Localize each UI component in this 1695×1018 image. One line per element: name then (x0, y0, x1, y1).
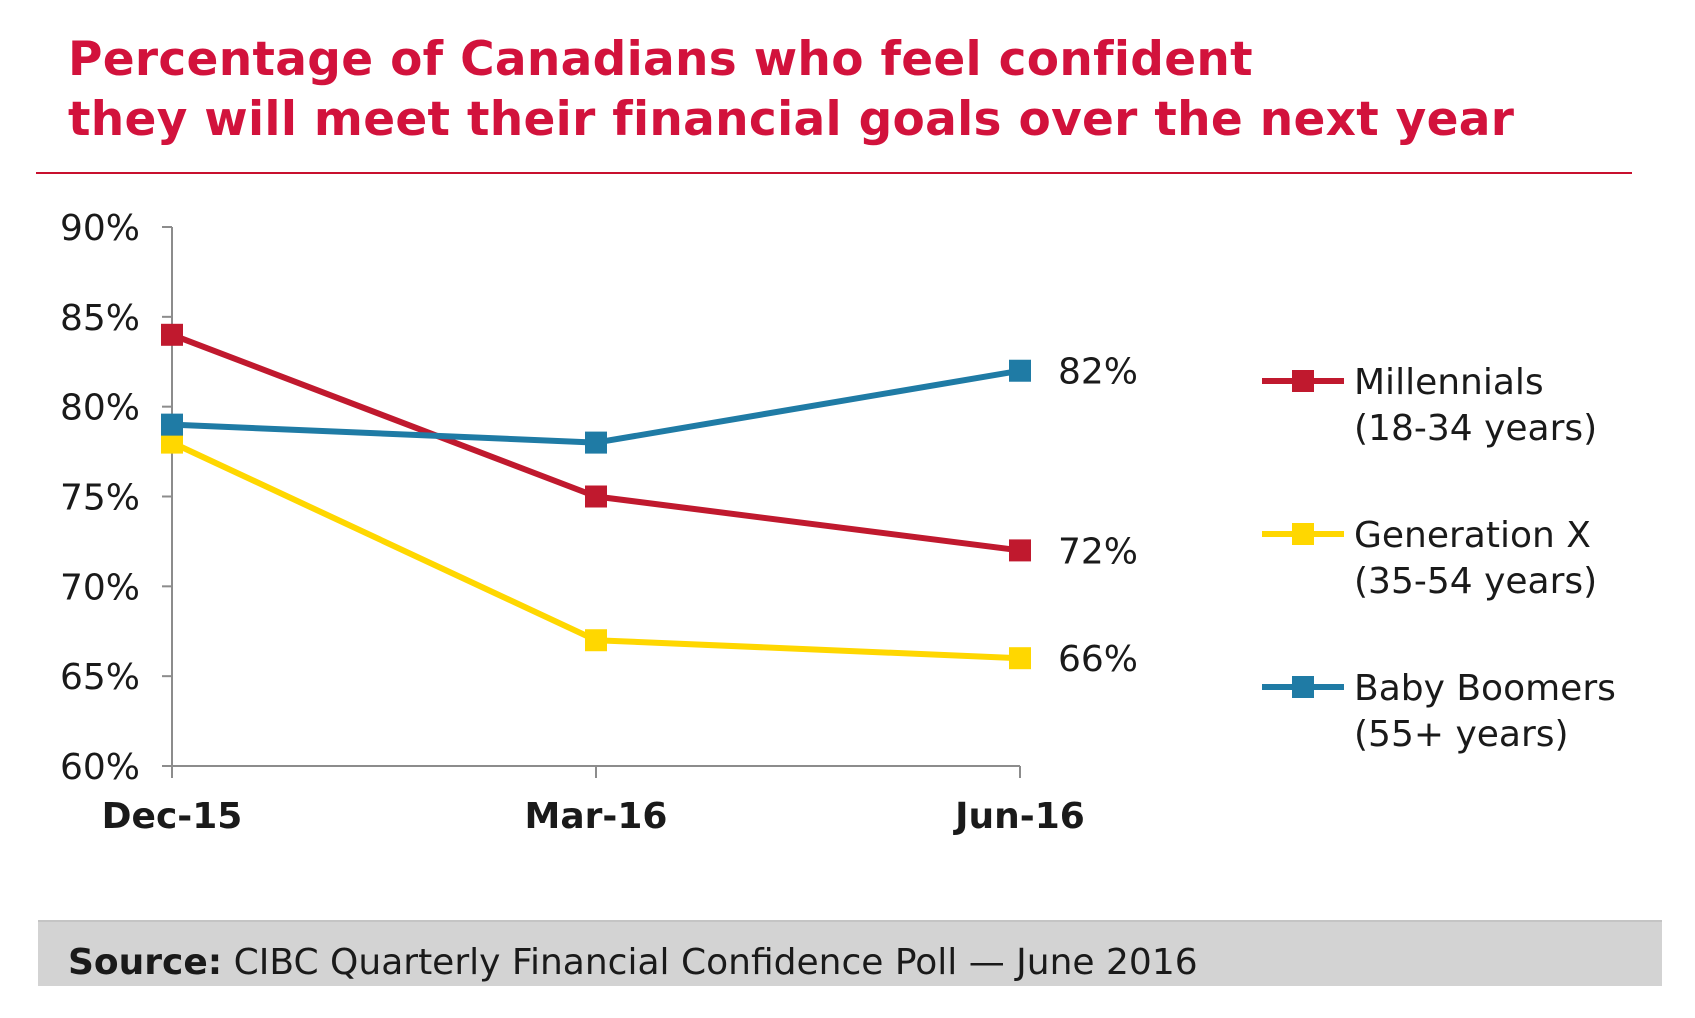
chart-title-line-1: Percentage of Canadians who feel confide… (68, 32, 1253, 87)
source-label: Source: (68, 942, 223, 983)
data-point-millennials (1009, 539, 1031, 562)
legend-label-genx: Generation X (1354, 515, 1591, 556)
data-label-boomers: 82% (1058, 352, 1138, 393)
data-label-genx: 66% (1058, 639, 1138, 680)
legend-label-millennials: Millennials (1354, 362, 1544, 403)
x-tick-label: Dec-15 (102, 796, 243, 837)
legend-sublabel-millennials: (18-34 years) (1354, 408, 1597, 449)
legend-swatch-marker-boomers (1292, 676, 1314, 698)
x-tick-label: Mar-16 (525, 796, 668, 837)
y-tick-label: 90% (60, 208, 140, 249)
data-label-millennials: 72% (1058, 531, 1138, 572)
y-tick-label: 70% (60, 567, 140, 608)
source-note: Source: CIBC Quarterly Financial Confide… (68, 942, 1198, 983)
chart-title: Percentage of Canadians who feel confide… (68, 30, 1628, 150)
legend-label-boomers: Baby Boomers (1354, 668, 1616, 709)
data-point-boomers (1009, 359, 1031, 382)
line-chart: 60% 65% 70% 75% 80% 85% 90% Dec-15 Mar-16 Jun-16 6… (60, 208, 1616, 837)
chart-title-line-2: they will meet their financial goals ove… (68, 92, 1515, 147)
y-tick-label: 80% (60, 388, 140, 429)
data-point-boomers (161, 413, 183, 436)
legend-sublabel-boomers: (55+ years) (1354, 714, 1569, 755)
legend-swatch-marker-genx (1292, 523, 1314, 545)
source-text: CIBC Quarterly Financial Confidence Poll… (233, 942, 1198, 983)
title-divider (36, 172, 1632, 174)
x-tick-label: Jun-16 (952, 796, 1085, 837)
data-point-millennials (161, 323, 183, 346)
data-point-genx (585, 629, 607, 652)
y-tick-label: 75% (60, 478, 140, 519)
y-tick-label: 60% (60, 747, 140, 788)
series-line-genx (169, 439, 1023, 662)
y-tick-label: 65% (60, 657, 140, 698)
data-point-genx (161, 431, 183, 454)
y-tick-label: 85% (60, 298, 140, 339)
source-footer: Source: CIBC Quarterly Financial Confide… (38, 920, 1662, 986)
data-point-boomers (585, 431, 607, 454)
data-point-genx (1009, 647, 1031, 670)
legend-sublabel-genx: (35-54 years) (1354, 561, 1597, 602)
data-point-millennials (585, 485, 607, 508)
legend-swatch-marker-millennials (1292, 370, 1314, 392)
